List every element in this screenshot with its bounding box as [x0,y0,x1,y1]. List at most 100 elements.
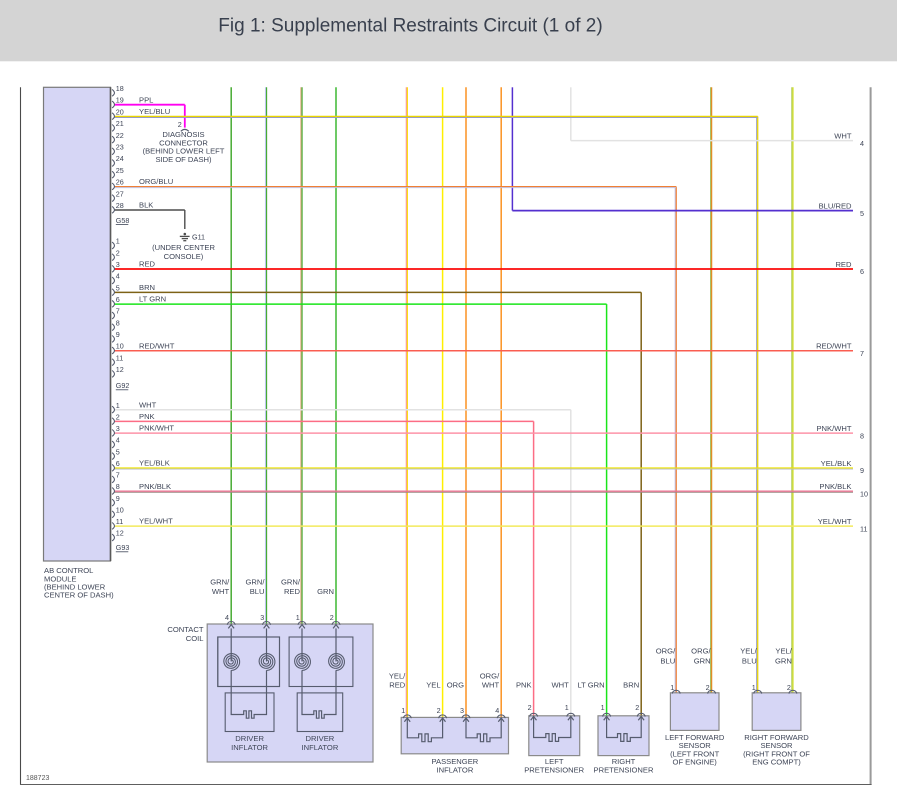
svg-text:ORG: ORG [447,681,464,690]
svg-text:5: 5 [116,283,120,292]
svg-text:COIL: COIL [186,634,204,643]
svg-text:ORG/: ORG/ [480,672,500,681]
svg-text:5: 5 [116,447,120,456]
svg-text:DRIVER: DRIVER [306,734,335,743]
svg-text:4: 4 [116,436,120,445]
svg-text:RED: RED [835,260,852,269]
svg-text:DRIVER: DRIVER [235,734,264,743]
svg-text:(UNDER CENTER: (UNDER CENTER [152,243,215,252]
svg-text:1: 1 [401,706,405,715]
svg-text:RED: RED [389,681,406,690]
svg-text:4: 4 [225,613,229,622]
svg-text:25: 25 [116,166,124,175]
svg-text:3: 3 [460,706,464,715]
svg-text:(RIGHT FRONT OF: (RIGHT FRONT OF [743,749,810,758]
svg-text:LT GRN: LT GRN [577,681,604,690]
svg-text:RED/WHT: RED/WHT [139,341,175,350]
svg-text:YEL/WHT: YEL/WHT [818,517,852,526]
svg-text:PRETENSIONER: PRETENSIONER [524,765,584,774]
svg-text:BLU: BLU [660,657,675,666]
svg-text:RED: RED [284,587,301,596]
svg-text:9: 9 [116,494,120,503]
svg-text:22: 22 [116,131,124,140]
svg-text:2: 2 [706,683,710,692]
svg-text:PNK: PNK [516,681,532,690]
svg-text:G11: G11 [192,233,205,242]
svg-text:BRN: BRN [139,283,155,292]
svg-text:2: 2 [437,706,441,715]
svg-text:2: 2 [116,412,120,421]
svg-text:7: 7 [116,471,120,480]
svg-text:19: 19 [116,96,124,105]
svg-text:ENG COMPT): ENG COMPT) [752,758,801,767]
svg-text:YEL/: YEL/ [775,647,792,656]
svg-text:RIGHT: RIGHT [612,757,636,766]
svg-text:SENSOR: SENSOR [760,741,793,750]
svg-text:1: 1 [752,683,756,692]
svg-text:6: 6 [116,295,120,304]
svg-text:10: 10 [116,342,124,351]
svg-text:WHT: WHT [212,587,230,596]
svg-text:26: 26 [116,178,124,187]
svg-text:2: 2 [635,703,639,712]
svg-text:8: 8 [860,431,864,440]
svg-text:1: 1 [116,237,120,246]
svg-text:10: 10 [860,489,868,498]
svg-text:ORG/: ORG/ [691,647,711,656]
svg-text:CONSOLE): CONSOLE) [164,252,204,261]
svg-text:21: 21 [116,119,124,128]
svg-text:7: 7 [116,307,120,316]
svg-text:INFLATOR: INFLATOR [301,743,338,752]
svg-text:WHT: WHT [482,681,500,690]
svg-text:BLU: BLU [742,657,757,666]
svg-text:12: 12 [116,529,124,538]
svg-text:3: 3 [116,260,120,269]
svg-text:2: 2 [178,120,182,129]
svg-text:5: 5 [860,209,864,218]
svg-text:PRETENSIONER: PRETENSIONER [594,765,654,774]
svg-text:YEL/BLK: YEL/BLK [139,459,170,468]
svg-text:YEL/: YEL/ [740,647,757,656]
svg-text:RED/WHT: RED/WHT [816,342,852,351]
svg-text:1: 1 [296,613,300,622]
svg-text:4: 4 [860,139,864,148]
svg-text:GRN: GRN [775,657,792,666]
svg-text:YEL/: YEL/ [389,672,406,681]
svg-text:CONNECTOR: CONNECTOR [159,138,208,147]
svg-text:1: 1 [601,703,605,712]
svg-text:PNK: PNK [139,412,155,421]
svg-text:WHT: WHT [552,681,570,690]
svg-text:G58: G58 [116,216,130,225]
svg-text:24: 24 [116,154,124,163]
svg-text:12: 12 [116,365,124,374]
svg-text:SIDE OF DASH): SIDE OF DASH) [155,155,212,164]
svg-text:CENTER OF DASH): CENTER OF DASH) [44,591,114,600]
svg-text:PNK/WHT: PNK/WHT [139,424,174,433]
svg-text:G93: G93 [116,543,130,552]
svg-text:PNK/BLK: PNK/BLK [139,482,171,491]
svg-text:2: 2 [116,248,120,257]
svg-text:CONTACT: CONTACT [167,625,203,634]
svg-text:YEL/WHT: YEL/WHT [139,517,173,526]
svg-text:2: 2 [787,683,791,692]
svg-text:28: 28 [116,201,124,210]
svg-text:LEFT FORWARD: LEFT FORWARD [665,733,725,742]
svg-text:ORG/: ORG/ [656,647,676,656]
svg-text:YEL: YEL [426,681,440,690]
svg-text:1: 1 [116,401,120,410]
svg-text:SENSOR: SENSOR [679,741,712,750]
svg-text:11: 11 [116,517,123,526]
svg-text:(BEHIND LOWER LEFT: (BEHIND LOWER LEFT [143,147,225,156]
svg-text:8: 8 [116,318,120,327]
svg-text:YEL/BLU: YEL/BLU [139,107,170,116]
svg-text:GRN: GRN [317,587,334,596]
svg-text:1: 1 [670,683,674,692]
svg-text:10: 10 [116,506,124,515]
svg-text:YEL/BLK: YEL/BLK [821,459,852,468]
svg-text:RIGHT FORWARD: RIGHT FORWARD [744,733,809,742]
svg-text:23: 23 [116,143,124,152]
svg-text:(LEFT FRONT: (LEFT FRONT [670,749,720,758]
svg-text:PASSENGER: PASSENGER [432,757,479,766]
svg-text:MODULE: MODULE [44,574,77,583]
svg-text:20: 20 [116,107,124,116]
